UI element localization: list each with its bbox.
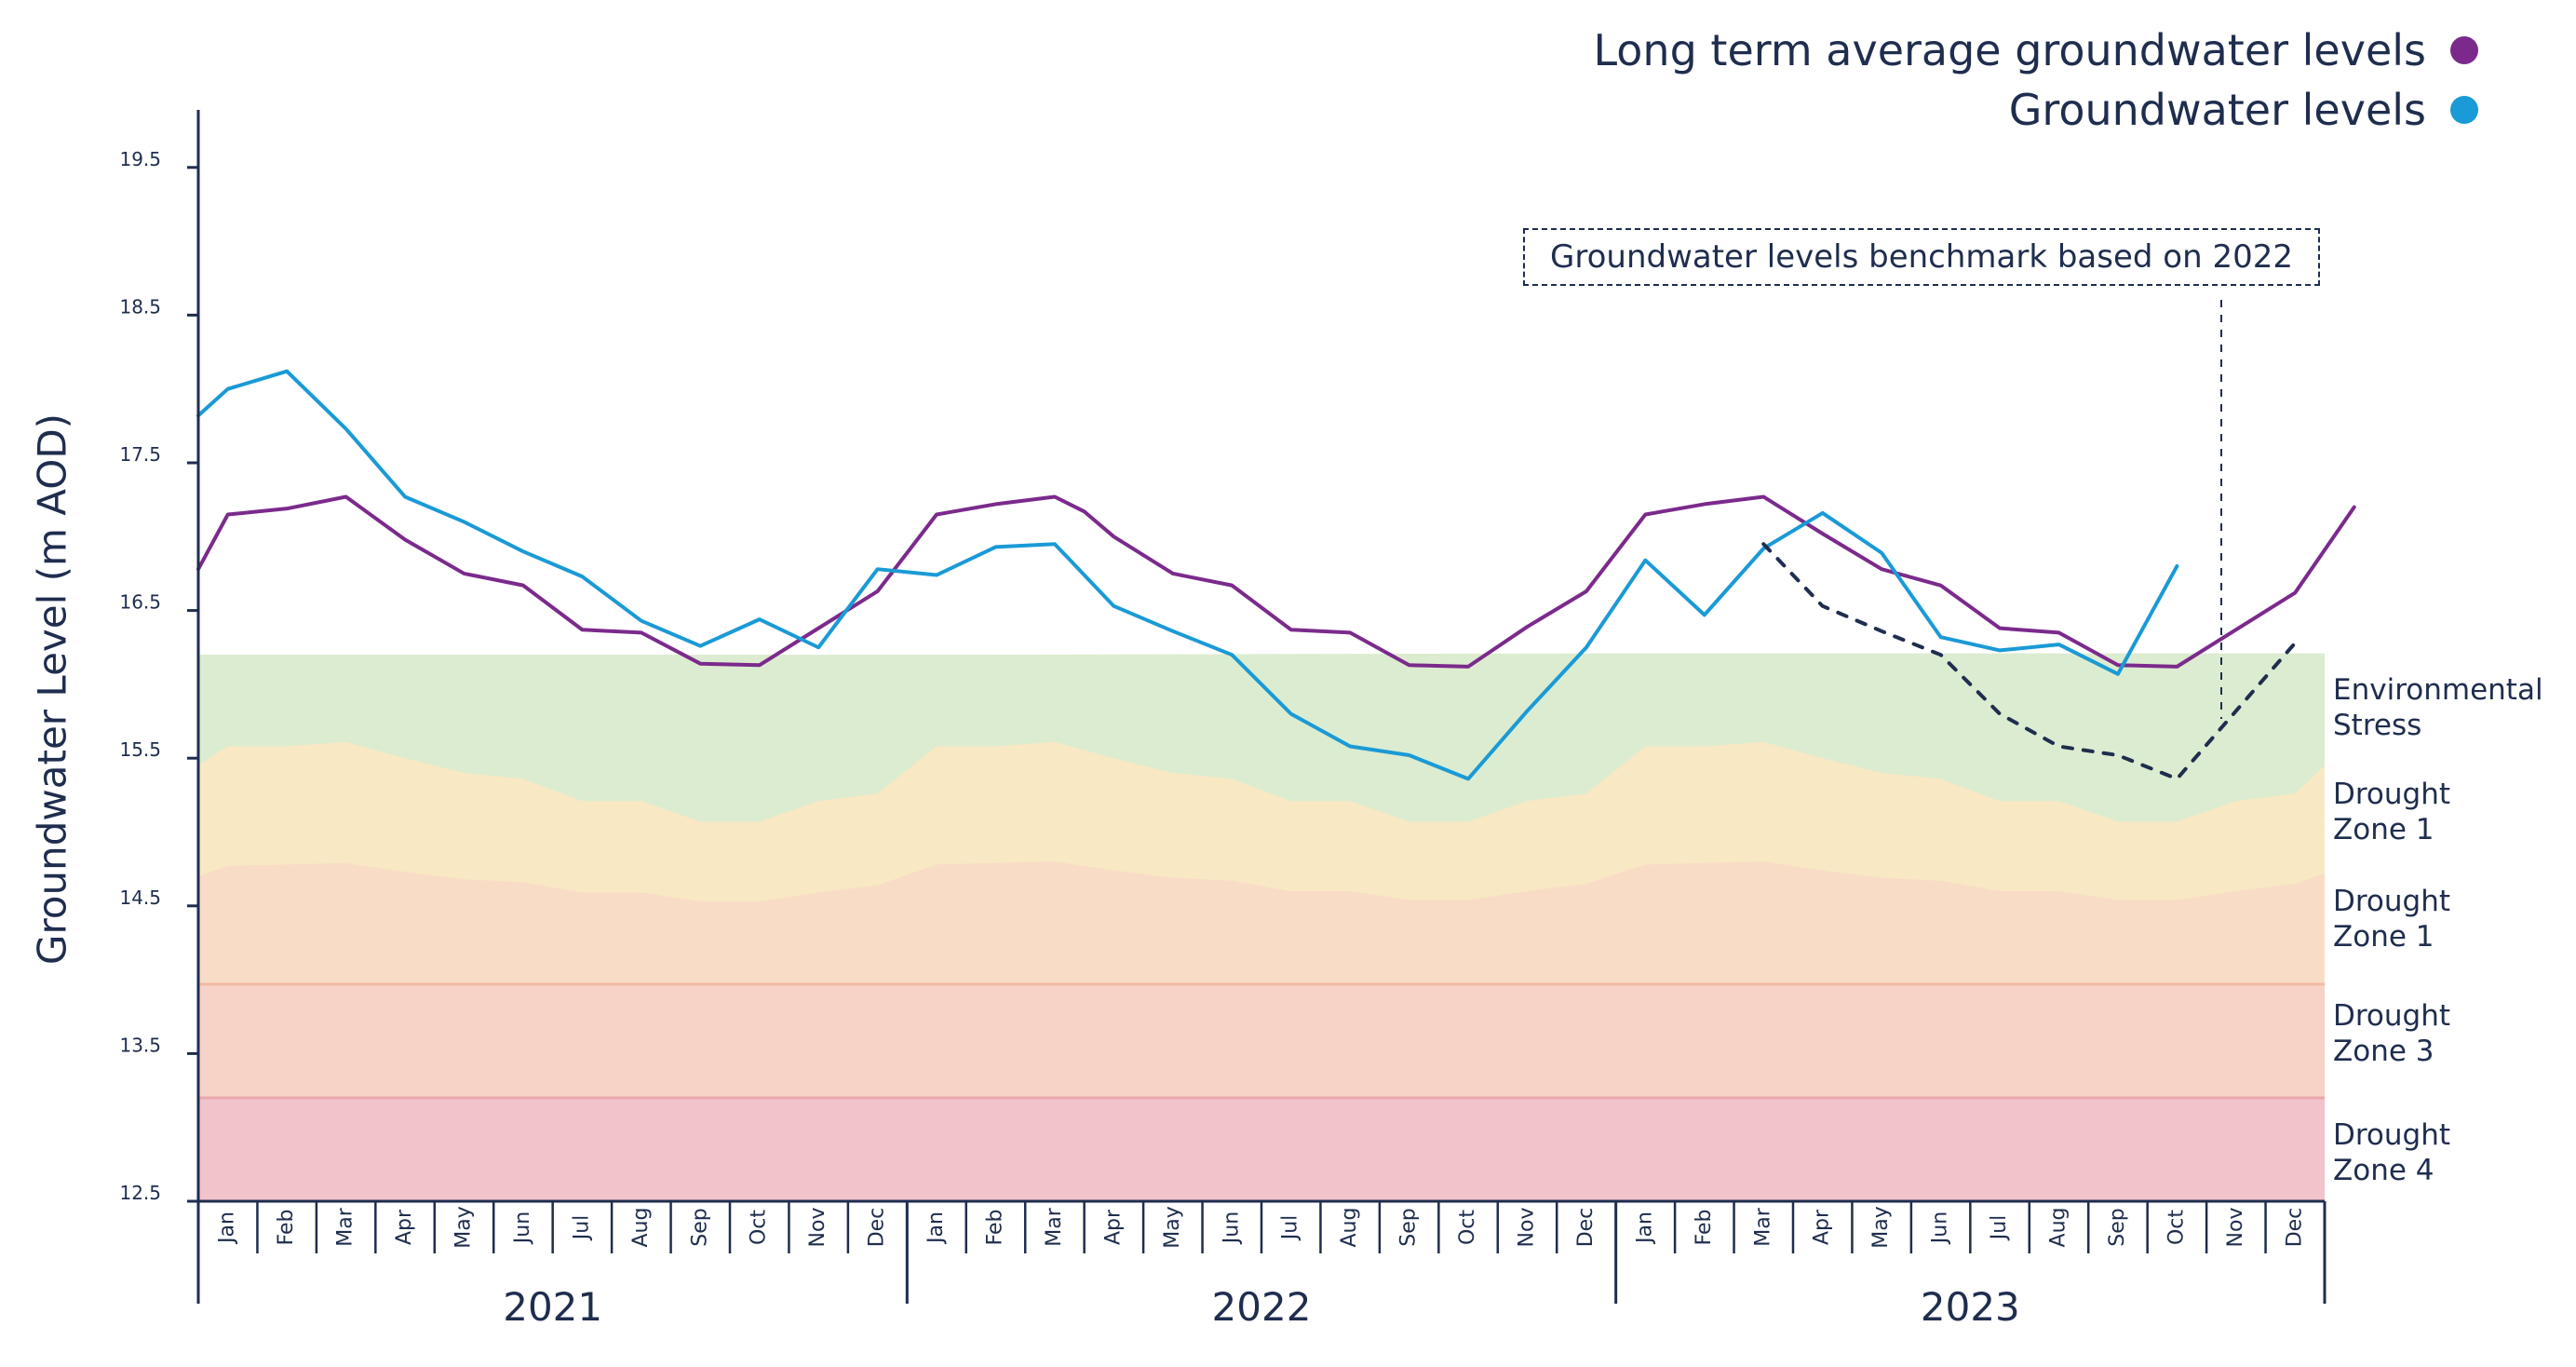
month-label: Feb [1693, 1210, 1716, 1246]
year-label: 2022 [1212, 1284, 1312, 1330]
y-tick-label: 16.5 [119, 591, 161, 614]
y-tick-label: 19.5 [119, 148, 161, 170]
month-label: Mar [1751, 1207, 1774, 1246]
month-label: May [1869, 1206, 1893, 1248]
month-label: Jun [1929, 1211, 1952, 1245]
zone-label-line: Drought [2333, 778, 2451, 811]
zone-label-line: Drought [2333, 1118, 2451, 1152]
year-label: 2023 [1921, 1284, 2020, 1330]
month-label: Oct [2165, 1210, 2188, 1245]
month-label: Apr [1101, 1209, 1125, 1245]
y-tick-label: 15.5 [119, 738, 161, 761]
month-label: Jan [216, 1211, 239, 1245]
month-label: May [452, 1206, 476, 1248]
month-label: Dec [866, 1208, 889, 1248]
month-label: Jul [570, 1215, 593, 1242]
month-label: Nov [1516, 1208, 1539, 1248]
y-axis-title: Groundwater Level (m AOD) [29, 413, 75, 966]
zone-label-line: Zone 1 [2333, 813, 2434, 846]
month-label: Apr [393, 1209, 416, 1245]
zone-label-line: Zone 4 [2333, 1154, 2434, 1187]
zone-label-drought-zone-3: Drought Zone 3 [2333, 998, 2450, 1069]
benchmark-annotation: Groundwater levels benchmark based on 20… [1523, 228, 2320, 286]
y-tick-label: 13.5 [119, 1034, 161, 1056]
month-label: Mar [1043, 1207, 1066, 1246]
legend-item-long-term-average: Long term average groundwater levels [1593, 20, 2478, 80]
month-label: Jan [924, 1211, 948, 1245]
month-label: Jul [1279, 1215, 1302, 1242]
zone-label-line: Zone 3 [2333, 1035, 2434, 1068]
zone-label-drought-zone-1b: Drought Zone 1 [2333, 884, 2450, 954]
month-label: Oct [1456, 1210, 1479, 1245]
y-tick-label: 17.5 [119, 443, 161, 466]
month-label: Jun [511, 1211, 534, 1245]
zone-label-line: Zone 1 [2333, 920, 2434, 954]
zone-label-line: Drought [2333, 999, 2451, 1033]
month-label: Oct [748, 1210, 771, 1245]
month-label: Sep [1397, 1208, 1421, 1246]
month-label: Jul [1988, 1215, 2011, 1242]
month-label: Aug [2047, 1208, 2070, 1248]
month-label: Feb [275, 1210, 298, 1246]
month-label: Nov [2224, 1208, 2247, 1248]
zone-label-drought-zone-1a: Drought Zone 1 [2333, 777, 2450, 847]
legend-dot-long-term-average [2450, 36, 2478, 64]
line-long-term-average [196, 494, 2356, 669]
y-tick-label: 12.5 [119, 1182, 161, 1204]
zone-label-environmental-stress: Environmental Stress [2333, 672, 2543, 743]
legend-label-long-term-average: Long term average groundwater levels [1593, 25, 2426, 75]
month-label: Aug [629, 1208, 653, 1248]
month-label: Feb [984, 1210, 1007, 1246]
zone-label-line: Environmental [2333, 673, 2543, 707]
line-groundwater-levels [196, 369, 2179, 781]
line-benchmark-2022 [1761, 542, 2298, 781]
legend-label-groundwater-levels: Groundwater levels [2008, 85, 2426, 135]
month-label: May [1161, 1206, 1184, 1248]
month-label: Jun [1220, 1211, 1243, 1245]
zone-label-line: Drought [2333, 885, 2451, 918]
year-label: 2021 [503, 1284, 602, 1330]
month-label: Dec [2283, 1208, 2306, 1248]
month-label: Dec [1574, 1208, 1598, 1248]
month-label: Nov [806, 1208, 829, 1248]
y-tick-label: 14.5 [119, 887, 161, 909]
legend-item-groundwater-levels: Groundwater levels [1593, 80, 2478, 140]
legend-dot-groundwater-levels [2450, 96, 2478, 124]
zone-label-drought-zone-4: Drought Zone 4 [2333, 1117, 2450, 1188]
legend: Long term average groundwater levels Gro… [1593, 20, 2478, 140]
month-label: Mar [334, 1207, 357, 1246]
y-tick-label: 18.5 [119, 295, 161, 318]
month-label: Apr [1811, 1209, 1834, 1245]
month-label: Sep [688, 1208, 711, 1246]
month-label: Aug [1338, 1208, 1361, 1248]
band-drought-zone-4 [198, 1097, 2325, 1201]
month-label: Jan [1633, 1211, 1656, 1245]
zone-label-line: Stress [2333, 709, 2422, 742]
month-label: Sep [2106, 1208, 2129, 1246]
